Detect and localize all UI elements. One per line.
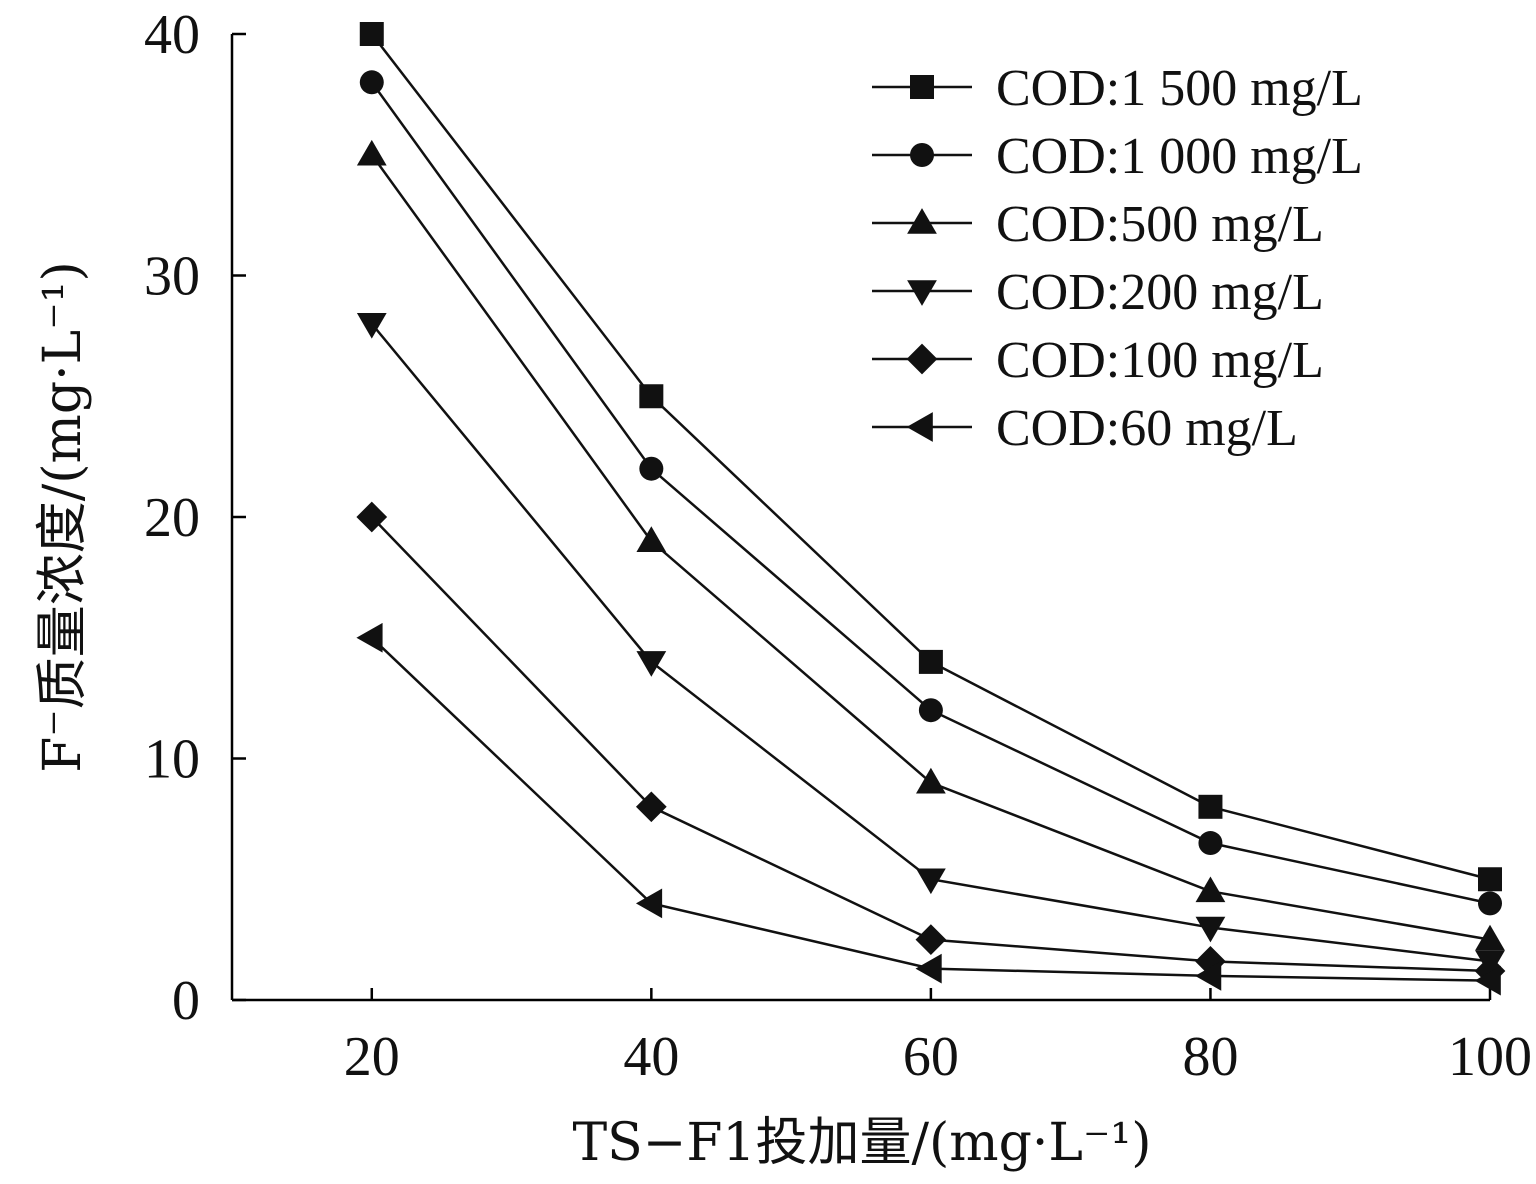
series-5-point-2 [635,791,667,823]
series-2-point-3 [918,698,943,723]
series-layer [356,22,1506,996]
series-6-point-3 [915,953,942,984]
legend-item-2: COD:1 000 mg/L [872,128,1363,185]
series-3-point-4 [1195,876,1226,903]
series-1-point-5 [1478,867,1502,892]
series-6-point-1 [356,622,383,653]
legend-item-6: COD:60 mg/L [872,400,1298,457]
y-tick-label-30: 30 [144,246,200,308]
legend-item-3: COD:500 mg/L [872,196,1324,253]
legend-marker-1 [910,75,934,99]
series-line-5 [370,516,1491,973]
series-2 [359,70,1502,916]
series-2-point-2 [639,456,664,481]
y-tick-label-10: 10 [144,729,200,791]
series-5 [356,501,1506,987]
legend-label-4: COD:200 mg/L [996,264,1324,321]
legend-marker-5 [906,343,938,375]
series-1-point-2 [639,384,664,409]
series-6 [356,622,1501,996]
legend-item-1: COD:1 500 mg/L [872,60,1363,117]
y-tick-label-0: 0 [172,970,200,1032]
legend-marker-6 [906,412,933,442]
series-6-point-5 [1474,965,1501,996]
x-tick-label-100: 100 [1448,1026,1532,1088]
series-3-point-1 [356,139,387,166]
legend-marker-2 [910,143,934,167]
series-1-point-3 [918,649,943,674]
series-3-point-3 [916,767,946,794]
legend-label-2: COD:1 000 mg/L [996,128,1363,185]
series-1-point-1 [359,22,384,46]
x-tick-label-40: 40 [623,1026,679,1088]
legend-item-4: COD:200 mg/L [872,264,1324,321]
legend-label-1: COD:1 500 mg/L [996,60,1363,117]
series-1-point-4 [1198,794,1223,819]
series-3 [356,139,1505,951]
y-axis-title: F⁻质量浓度/(mg·L⁻¹) [33,261,93,773]
x-ticks: 20 40 60 80 100 [344,988,1532,1088]
series-2-point-5 [1478,891,1502,916]
series-6-point-2 [635,888,663,919]
series-2-point-1 [359,70,384,95]
series-2-point-4 [1198,831,1223,856]
x-axis-title: TS−F1投加量/(mg·L⁻¹) [572,1113,1151,1173]
y-tick-label-40: 40 [144,4,200,66]
series-4-point-2 [636,651,667,677]
y-ticks: 0 10 20 30 40 [144,4,246,1032]
x-tick-label-60: 60 [903,1026,959,1088]
series-3-point-2 [636,526,667,552]
y-tick-label-20: 20 [144,487,200,549]
series-4-point-4 [1195,916,1226,943]
legend-marker-3 [907,208,937,234]
series-4-point-3 [916,868,946,895]
series-4-point-1 [356,313,387,339]
x-tick-label-80: 80 [1182,1026,1238,1088]
series-1 [359,22,1502,892]
series-5-point-1 [356,501,388,533]
legend-marker-4 [907,280,937,306]
legend-label-6: COD:60 mg/L [996,400,1298,457]
legend: COD:1 500 mg/L COD:1 000 mg/L COD:500 mg/L… [872,60,1363,457]
series-3-point-5 [1475,924,1505,951]
legend-label-3: COD:500 mg/L [996,196,1324,253]
legend-label-5: COD:100 mg/L [996,332,1324,389]
series-5-point-3 [915,924,947,955]
series-5-point-4 [1195,946,1226,977]
series-4 [356,313,1505,977]
series-6-point-4 [1195,960,1222,991]
x-tick-label-20: 20 [344,1026,400,1088]
legend-item-5: COD:100 mg/L [872,332,1324,389]
